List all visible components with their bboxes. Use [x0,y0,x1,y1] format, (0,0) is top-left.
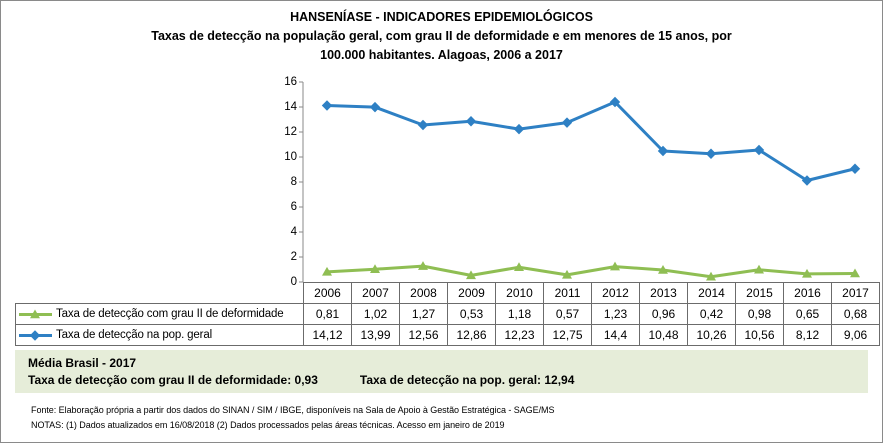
year-header-cell: 2013 [639,282,688,304]
triangle-marker-icon [850,268,860,278]
y-axis-label: 12 [284,126,297,138]
y-axis-label: 6 [290,201,297,213]
series-line-1 [325,100,857,182]
triangle-marker-icon [30,309,40,318]
data-table-header: 2006 2007 2008 2009 2010 2011 2012 2013 2014 2015… [16,282,880,304]
y-axis-label: 2 [290,251,297,263]
value-cell: 0,68 [831,303,880,325]
legend-cell: Taxa de detecção com grau II de deformid… [15,303,304,325]
value-cell: 0,65 [783,303,832,325]
value-cell: 12,75 [543,324,592,346]
year-header-cell: 2015 [735,282,784,304]
chart-subtitle: Taxas de detecção na população geral, co… [1,27,882,65]
value-cell: 12,86 [447,324,496,346]
data-table-body: Taxa de detecção com grau II de deformid… [15,303,880,346]
y-axis-label: 4 [290,226,297,238]
year-header-cell: 2014 [687,282,736,304]
triangle-marker-icon [706,271,716,281]
value-cell: 0,42 [687,303,736,325]
triangle-marker-icon [802,268,812,278]
triangle-series-key-icon [19,309,52,318]
value-cell: 0,57 [543,303,592,325]
y-axis-label: 0 [290,276,297,288]
triangle-marker-icon [754,264,764,274]
value-cell: 1,18 [495,303,544,325]
diamond-marker-icon [801,175,813,186]
y-axis-label: 10 [284,151,297,163]
value-cell: 10,48 [639,324,688,346]
diamond-marker-icon [513,123,525,135]
year-header-cell: 2006 [303,282,352,304]
year-header-cell: 2009 [447,282,496,304]
chart-subtitle-line1: Taxas de detecção na população geral, co… [151,29,732,43]
diamond-marker-icon [369,101,381,113]
diamond-marker-icon [29,329,41,341]
triangle-marker-icon [418,261,428,270]
chart-title: HANSENÍASE - INDICADORES EPIDEMIOLÓGICOS [290,10,593,24]
chart-subtitle-line2: 100.000 habitantes. Alagoas, 2006 a 2017 [320,48,563,62]
table-row: Taxa de detecção na pop. geral 14,12 13,99… [15,324,880,346]
value-cell: 12,56 [399,324,448,346]
year-header-cell: 2017 [831,282,880,304]
year-header-cell: 2010 [495,282,544,304]
value-cell: 1,23 [591,303,640,325]
series-line-0 [325,264,857,279]
media-brasil-values: Taxa de detecção com grau II de deformid… [28,372,868,389]
triangle-marker-icon [514,262,524,272]
triangle-marker-icon [562,269,572,279]
value-cell: 1,27 [399,303,448,325]
value-cell: 13,99 [351,324,400,346]
year-header-cell: 2012 [591,282,640,304]
year-header-cell: 2007 [351,282,400,304]
line-chart-plot [299,81,861,283]
series-name-label: Taxa de detecção com grau II de deformid… [56,308,284,320]
legend-cell: Taxa de detecção na pop. geral [15,324,304,346]
data-table: 2006 2007 2008 2009 2010 2011 2012 2013 2014 2015… [15,282,880,346]
value-cell: 0,96 [639,303,688,325]
table-corner-cell [16,283,304,304]
y-axis-label: 16 [284,76,297,88]
year-header-cell: 2011 [543,282,592,304]
footer-notes: Fonte: Elaboração própria a partir dos d… [31,403,554,432]
diamond-marker-icon [417,119,429,131]
media-grau2-text: Taxa de detecção com grau II de deformid… [28,373,318,387]
footer-notas: NOTAS: (1) Dados atualizados em 16/08/20… [31,419,505,430]
footer-fonte: Fonte: Elaboração própria a partir dos d… [31,405,555,415]
table-row: Taxa de detecção com grau II de deformid… [15,303,880,325]
triangle-marker-icon [610,261,620,271]
series-name-label: Taxa de detecção na pop. geral [56,329,212,341]
year-header-cell: 2008 [399,282,448,304]
diamond-marker-icon [561,117,573,128]
value-cell: 10,56 [735,324,784,346]
diamond-marker-icon [609,96,621,108]
value-cell: 0,98 [735,303,784,325]
diamond-marker-icon [465,116,477,127]
media-brasil-panel: Média Brasil - 2017 Taxa de detecção com… [15,350,868,393]
diamond-marker-icon [705,148,717,159]
value-cell: 0,81 [303,303,352,325]
value-cell: 1,02 [351,303,400,325]
diamond-series-key-icon [19,329,52,341]
triangle-marker-icon [466,270,476,280]
triangle-marker-icon [322,266,332,276]
media-geral-text: Taxa de detecção na pop. geral: 12,94 [359,373,575,387]
y-axis-label: 8 [290,176,297,188]
value-cell: 14,12 [303,324,352,346]
value-cell: 0,53 [447,303,496,325]
diamond-marker-icon [753,144,765,156]
diamond-marker-icon [321,100,333,111]
diamond-marker-icon [657,145,669,157]
value-cell: 10,26 [687,324,736,346]
y-axis-label: 14 [284,101,297,113]
value-cell: 14,4 [591,324,640,346]
media-brasil-heading: Média Brasil - 2017 [28,356,137,370]
year-header-cell: 2016 [783,282,832,304]
triangle-marker-icon [658,265,668,274]
diamond-marker-icon [849,163,861,174]
triangle-marker-icon [370,264,380,274]
value-cell: 12,23 [495,324,544,346]
value-cell: 9,06 [831,324,880,346]
value-cell: 8,12 [783,324,832,346]
